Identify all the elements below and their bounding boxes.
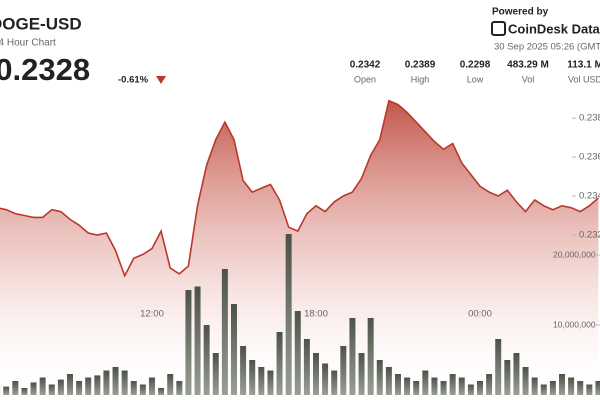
volume-bar (48, 384, 55, 395)
volume-bar (513, 353, 520, 395)
volume-bar (449, 374, 456, 395)
stat-value: 0.2298 (460, 60, 491, 71)
y2-tick-label: 20,000,000 (553, 249, 596, 259)
volume-bar (176, 381, 183, 395)
volume-bar (258, 367, 265, 395)
stat-label: Vol (522, 74, 535, 84)
volume-bar (103, 370, 110, 395)
change: -0.61% (118, 75, 149, 86)
stat-value: 113.1 M (567, 60, 600, 71)
volume-bar (203, 325, 210, 395)
volume-bar (458, 377, 465, 395)
volume-bar (404, 377, 411, 395)
volume-bar (30, 382, 37, 395)
volume-bar (39, 377, 46, 395)
volume-bar (486, 374, 493, 395)
volume-bar (358, 353, 365, 395)
volume-bar (476, 381, 483, 395)
volume-bar (230, 304, 237, 395)
subtitle: 24 Hour Chart (0, 38, 56, 49)
stat-label: High (411, 74, 430, 84)
x-tick-label: 00:00 (468, 309, 492, 320)
volume-bar (121, 370, 128, 395)
timestamp: 30 Sep 2025 05:26 (GMT) (494, 42, 600, 53)
brand: CoinDesk Data (508, 21, 600, 36)
volume-bar (249, 360, 256, 395)
volume-bar (276, 332, 283, 395)
volume-bar (595, 381, 600, 395)
stat-value: 483.29 M (507, 60, 549, 71)
volume-bar (185, 290, 192, 395)
volume-bar (130, 381, 137, 395)
down-arrow (156, 76, 166, 84)
volume-bar (495, 339, 502, 395)
brand-logo (491, 21, 506, 36)
volume-bar (467, 384, 474, 395)
stat-value: 0.2342 (350, 60, 381, 71)
volume-bar (57, 379, 64, 395)
x-tick-label: 12:00 (140, 309, 164, 320)
volume-bar (586, 384, 593, 395)
volume-bar (21, 388, 28, 395)
volume-bar (531, 377, 538, 395)
volume-bar (240, 346, 247, 395)
volume-bar (66, 374, 73, 395)
volume-bar (139, 384, 146, 395)
volume-bar (340, 346, 347, 395)
volume-bar (303, 339, 310, 395)
volume-bar (376, 360, 383, 395)
volume-bar (394, 374, 401, 395)
volume-bar (294, 311, 301, 395)
stat-label: Vol USD (568, 74, 600, 84)
volume-bar (312, 353, 319, 395)
volume-bar (94, 375, 101, 395)
stat-value: 0.2389 (405, 60, 436, 71)
y2-tick-label: 10,000,000 (553, 319, 596, 329)
y-tick-label: 0.232 (579, 229, 600, 240)
volume-bar (221, 269, 228, 395)
header: DOGE-USD 24 Hour Chart $0.2328 -0.61% Po… (0, 7, 600, 88)
volume-bar (540, 384, 547, 395)
volume-bar (85, 377, 92, 395)
volume-bar (12, 381, 19, 395)
price-area (0, 100, 599, 400)
volume-bar (422, 370, 429, 395)
y-tick-label: 0.236 (579, 152, 600, 163)
x-tick-label: 18:00 (304, 309, 328, 320)
volume-bar (112, 367, 119, 395)
volume-bar (549, 381, 556, 395)
volume-bar (504, 360, 511, 395)
volume-bar (3, 386, 10, 395)
volume-bar (194, 286, 201, 395)
y-tick-label: 0.238 (579, 113, 600, 124)
powered-by: Powered by (492, 7, 549, 18)
volume-bar (167, 374, 174, 395)
stat-label: Low (467, 74, 484, 84)
volume-bar (322, 363, 329, 395)
volume-bar (148, 377, 155, 395)
ticker: DOGE-USD (0, 14, 82, 33)
volume-bar (522, 367, 529, 395)
volume-bar (331, 370, 338, 395)
volume-bar (431, 377, 438, 395)
stat-label: Open (354, 74, 376, 84)
volume-bar (385, 367, 392, 395)
volume-bar (558, 374, 565, 395)
volume-bar (212, 353, 219, 395)
volume-bar (76, 381, 83, 395)
volume-bar (158, 388, 165, 395)
price-line (0, 99, 599, 278)
volume-bar (285, 234, 292, 395)
price: $0.2328 (0, 52, 90, 87)
volume-bar (267, 370, 274, 395)
volume-bar (349, 318, 356, 395)
volume-bar (577, 381, 584, 395)
volume-bar (440, 381, 447, 395)
volume-bar (568, 377, 575, 395)
volume-bar (413, 381, 420, 395)
y-tick-label: 0.234 (579, 191, 600, 202)
plot-area: 0.232 0.234 0.236 0.238 10,000,000 20,000,000… (0, 99, 600, 400)
volume-bar (367, 318, 374, 395)
